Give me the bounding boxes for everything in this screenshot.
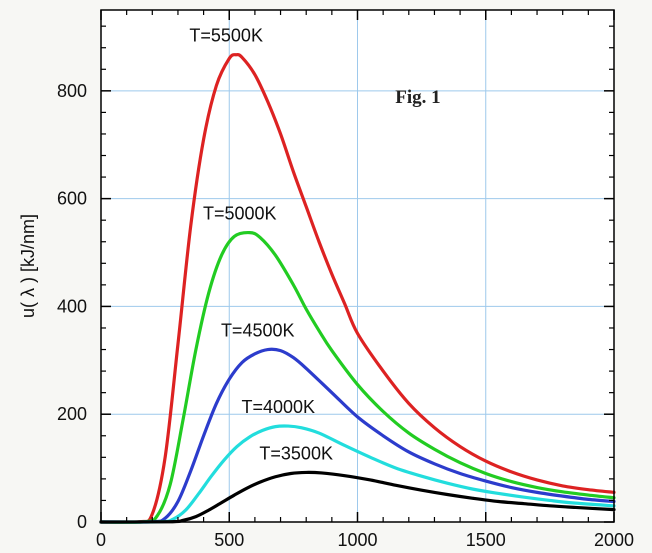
figure-annotation: Fig. 1 — [395, 87, 440, 108]
series-line — [99, 230, 616, 524]
y-tick-label: 800 — [57, 81, 87, 101]
y-tick-label: 200 — [57, 404, 87, 424]
series-label: T=5500K — [189, 26, 263, 46]
series-line — [99, 470, 616, 524]
y-tick-label: 600 — [57, 189, 87, 209]
x-tick-label: 2000 — [594, 530, 634, 550]
axis-ticks: 0 500 1000 1500 2000 0 200 400 600 800 — [57, 10, 634, 550]
y-tick-label: 0 — [77, 512, 87, 532]
series-label: T=3500K — [259, 443, 333, 463]
y-tick-label: 400 — [57, 296, 87, 316]
series-line — [99, 424, 616, 524]
x-tick-label: 500 — [214, 530, 244, 550]
x-tick-label: 0 — [96, 530, 106, 550]
series-lines — [99, 53, 616, 524]
series-line — [99, 347, 616, 524]
x-tick-label: 1000 — [337, 530, 377, 550]
series-label: T=4500K — [221, 321, 295, 341]
series-line — [99, 53, 616, 524]
series-label: T=4000K — [241, 397, 315, 417]
x-tick-label: 1500 — [466, 530, 506, 550]
series-label: T=5000K — [203, 204, 277, 224]
y-axis-label: u( λ ) [kJ/nm] — [18, 214, 38, 318]
series-labels: T=5500K T=5000K T=4500K T=4000K T=3500K — [189, 26, 333, 464]
